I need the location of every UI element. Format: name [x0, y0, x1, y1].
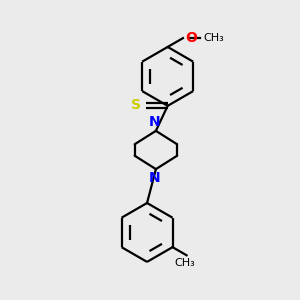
Text: O: O: [185, 31, 197, 44]
Text: CH₃: CH₃: [204, 32, 224, 43]
Text: N: N: [148, 171, 160, 184]
Text: S: S: [131, 98, 141, 112]
Text: CH₃: CH₃: [175, 258, 196, 268]
Text: N: N: [148, 116, 160, 129]
